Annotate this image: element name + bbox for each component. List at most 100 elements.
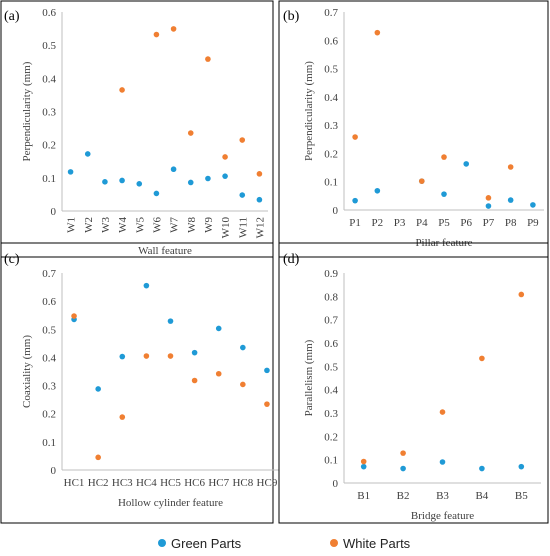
panel-d-point-green	[360, 463, 367, 470]
panel-c-frame	[0, 242, 274, 524]
panel-b-xtick-label: P3	[394, 217, 406, 229]
panel-a-point-green	[256, 196, 263, 203]
panel-d-ytick-label: 0.8	[324, 291, 338, 303]
panel-a-point-green	[136, 181, 143, 187]
panel-c-label: (c)	[4, 252, 20, 267]
panel-a-ytick-label: 0.5	[42, 40, 56, 52]
panel-c-point-white	[167, 353, 174, 359]
panel-b-frame	[278, 0, 549, 258]
panel-c-ytick-label: 0.4	[42, 352, 56, 364]
panel-d-point-green	[400, 465, 406, 472]
panel-a-ytick-label: 0	[51, 206, 57, 218]
panel-a-ytick-label: 0.2	[42, 140, 56, 152]
panel-d-xtick-label: B5	[515, 490, 528, 502]
panel-c-xtick-label: HC7	[208, 477, 229, 489]
panel-d-y-axis-title: Parallelism (mm)	[303, 339, 315, 416]
panel-b-point-white	[507, 164, 514, 170]
panel-c-point-green	[167, 318, 174, 324]
panel-c-point-white	[71, 313, 77, 319]
panel-b-ytick-label: 0.6	[324, 35, 338, 47]
panel-a-xtick-label: W8	[186, 217, 198, 233]
panel-c-xtick-label: HC8	[232, 477, 253, 489]
panel-b-xtick-label: P5	[438, 217, 450, 229]
panel-a-point-green	[119, 177, 125, 184]
panel-c-ytick-label: 0.1	[42, 437, 56, 449]
panel-a-point-white	[205, 56, 211, 62]
panel-c-point-green	[215, 325, 222, 332]
panel-c-xtick-label: HC5	[160, 477, 181, 489]
panel-d-xtick-label: B2	[397, 490, 410, 502]
panel-c-xtick-label: HC6	[184, 477, 205, 489]
panel-b-point-green	[530, 202, 536, 208]
panel-d-x-axis-title: Bridge feature	[411, 510, 474, 522]
panel-b-ytick-label: 0.5	[324, 64, 338, 76]
panel-a-point-green	[67, 169, 74, 175]
panel-b-point-green	[441, 191, 447, 197]
panel-d-ytick-label: 0	[333, 478, 339, 490]
legend-marker-white	[330, 539, 338, 547]
panel-c-point-green	[191, 349, 198, 356]
panel-c-point-white	[143, 353, 150, 359]
panel-c-xtick-label: HC3	[112, 477, 133, 489]
panel-b-xtick-label: P1	[349, 217, 361, 229]
panel-c-point-green	[119, 353, 126, 360]
panel-d-point-white	[479, 355, 485, 362]
panel-a-xtick-label: W9	[203, 217, 215, 233]
panel-a-ytick-label: 0.1	[42, 173, 56, 185]
panel-c-point-white	[215, 370, 222, 377]
panel-c-ytick-label: 0.5	[42, 324, 56, 336]
panel-d-point-green	[439, 459, 446, 465]
panel-c-xtick-label: HC9	[257, 477, 278, 489]
panel-c-ytick-label: 0.2	[42, 409, 56, 421]
panel-b-point-white	[418, 178, 425, 184]
panel-c-xtick-label: HC2	[88, 477, 109, 489]
panel-a-point-green	[222, 173, 228, 179]
panel-a-frame	[0, 0, 274, 258]
panel-a-point-green	[84, 151, 91, 157]
panel-a-point-green	[187, 179, 194, 186]
panel-d-ytick-label: 0.4	[324, 385, 338, 397]
panel-c-point-green	[264, 367, 270, 374]
panel-a-xtick-label: W4	[117, 217, 129, 233]
panel-b-point-white	[485, 195, 492, 201]
panel-c-point-white	[119, 414, 126, 420]
panel-a-xtick-label: W1	[66, 217, 78, 233]
panel-a-point-green	[205, 175, 211, 182]
legend-label-white: White Parts	[343, 536, 411, 551]
panel-a-point-green	[239, 192, 246, 198]
panel-a-point-green	[102, 179, 108, 185]
panel-b-xtick-label: P4	[416, 217, 428, 229]
panel-b-point-green	[374, 187, 381, 194]
panel-b-point-white	[441, 154, 447, 160]
panel-c-point-green	[143, 282, 150, 289]
panel-d-ytick-label: 0.9	[324, 268, 338, 280]
panel-d-point-white	[400, 450, 406, 456]
panel-b-point-white	[352, 134, 358, 140]
panel-b-xtick-label: P7	[483, 217, 495, 229]
legend-marker-green	[158, 539, 166, 547]
panel-d-xtick-label: B1	[357, 490, 370, 502]
panel-d-point-green	[518, 463, 525, 470]
panel-c-point-green	[95, 386, 101, 392]
panel-b-point-green	[352, 197, 358, 204]
panel-d-frame	[278, 242, 549, 524]
panel-c-xtick-label: HC4	[136, 477, 157, 489]
panel-d-point-white	[360, 458, 367, 465]
panel-a-y-axis-title: Perpendicularity (mm)	[21, 61, 33, 161]
panel-d-xtick-label: B3	[436, 490, 449, 502]
panel-d-ytick-label: 0.1	[324, 455, 338, 467]
panel-b-xtick-label: P6	[460, 217, 472, 229]
panel-a-xtick-label: W10	[220, 217, 232, 239]
panel-b-ytick-label: 0.1	[324, 177, 338, 189]
panel-a-xtick-label: W11	[237, 217, 249, 238]
panel-d-ytick-label: 0.2	[324, 431, 338, 443]
panel-a-point-white	[187, 130, 194, 136]
panel-a-ytick-label: 0.3	[42, 107, 56, 119]
panel-c-ytick-label: 0.7	[42, 268, 56, 280]
panel-a-xtick-label: W6	[151, 217, 163, 233]
panel-c-ytick-label: 0.3	[42, 381, 56, 393]
panel-c-ytick-label: 0.6	[42, 296, 56, 308]
panel-a-x-axis-title: Wall feature	[138, 245, 192, 257]
panel-c-y-axis-title: Coaxiality (mm)	[21, 335, 33, 408]
